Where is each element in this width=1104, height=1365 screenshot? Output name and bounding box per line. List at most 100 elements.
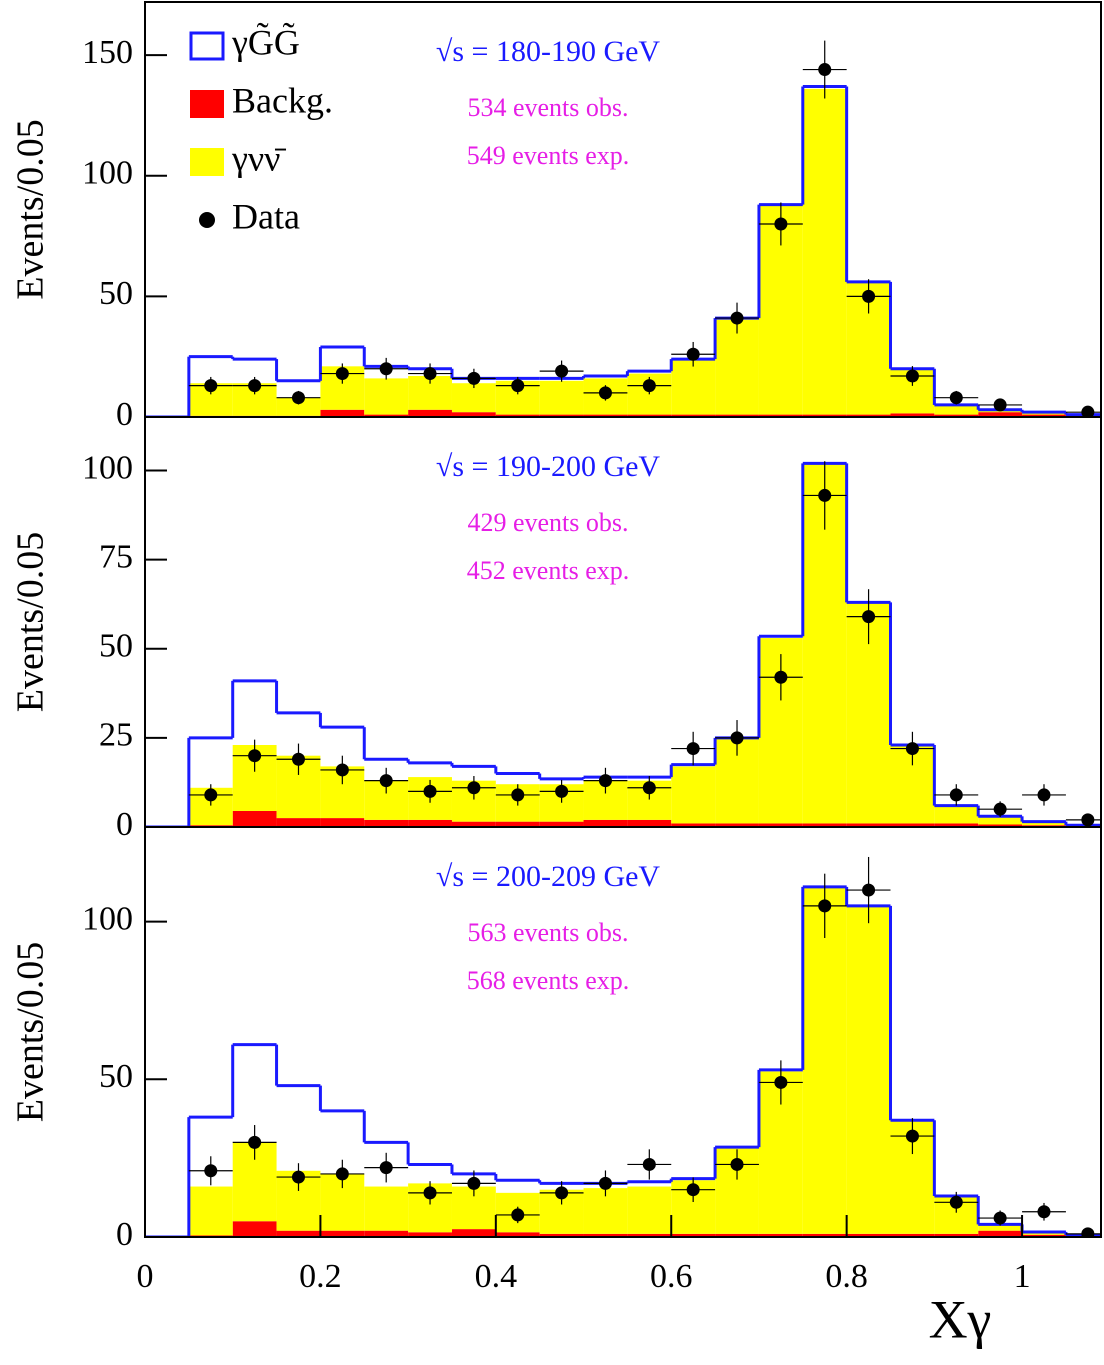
hist-bar [364,1230,409,1237]
data-point [248,379,262,393]
hist-bar [978,816,1023,825]
annotation: 534 events obs. [467,93,628,122]
hist-bar [583,819,628,827]
hist-bar [451,412,496,417]
hist-bar [627,819,672,827]
hist-bar [846,414,891,417]
hist-bar [408,819,452,827]
data-point [379,362,393,376]
annotation: 429 events obs. [467,508,628,537]
hist-bar [627,1233,672,1237]
hist-bar [934,404,979,415]
legend-label: Data [232,196,300,236]
hist-bar [758,1233,803,1237]
data-point [204,1164,218,1178]
x-tick-label: 1 [1014,1258,1031,1295]
plot-area [145,40,1101,417]
data-point [862,883,876,897]
data-point [423,1186,437,1200]
data-point [774,670,788,684]
hist-bar [846,1233,891,1237]
data-point [1081,1227,1095,1237]
data-point [467,781,481,795]
data-point [248,1135,262,1149]
y-tick-label: 100 [82,155,133,192]
x-axis-label: Xγ [929,1289,992,1349]
hist-bar [802,823,847,827]
hist-bar [978,824,1023,827]
y-tick-label: 0 [116,396,133,433]
hist-bar [320,1230,365,1237]
data-point [774,1075,788,1089]
data-point [335,1167,349,1181]
y-tick-label: 25 [99,717,133,754]
data-point [335,367,349,381]
hist-bar [276,1230,321,1237]
data-point [686,347,700,361]
hist-bar [539,821,584,827]
hist-bar [364,819,409,827]
data-point [993,1211,1007,1225]
hist-bar [276,397,321,416]
y-axis-label: Events/0.05 [10,532,52,712]
hist-bar [758,823,803,827]
data-point [686,742,700,756]
hist-bar [627,414,672,417]
y-axis-label: Events/0.05 [10,119,52,299]
hist-bar [671,1233,716,1237]
data-point [423,367,437,381]
data-point [511,1208,525,1222]
hist-bar [364,414,409,417]
hist-bar [715,1233,759,1237]
data-point [1037,1205,1051,1219]
legend-label: Backg. [232,80,333,120]
hist-bar [934,823,979,827]
data-point [204,788,218,802]
hist-bar [934,805,979,824]
data-point [730,1157,744,1171]
annotation: 568 events exp. [467,966,629,995]
hist-bar [320,409,365,417]
data-point [642,781,656,795]
hist-bar [758,414,803,417]
hist-bar [495,414,540,417]
data-point [949,1195,963,1209]
y-tick-label: 100 [82,900,133,937]
data-point [1037,788,1051,802]
x-tick-label: 0 [137,1258,154,1295]
annotation: 452 events exp. [467,556,629,585]
hist-bar [539,380,584,415]
annotation: 549 events exp. [467,141,629,170]
annotation: √s = 190-200 GeV [436,450,661,483]
data-point [818,899,832,913]
data-point [555,364,569,378]
plot-area [145,461,1101,827]
hist-bar [802,88,847,415]
data-point [949,788,963,802]
hist-bar [802,414,847,417]
hist-bar [408,1232,452,1237]
data-point [905,742,919,756]
data-point [511,788,525,802]
legend-swatch [190,148,224,176]
y-axis-label: Events/0.05 [10,942,52,1122]
hist-bar [627,1186,672,1234]
hist-bar [846,905,891,1234]
plot-area [145,856,1101,1237]
hist-bar [890,413,935,417]
y-tick-label: 0 [116,1216,133,1253]
data-point [511,379,525,393]
y-tick-label: 50 [99,275,133,312]
hist-bar [276,818,321,827]
data-point [598,1176,612,1190]
data-point [730,311,744,325]
hist-bar [802,886,847,1234]
y-tick-label: 0 [116,806,133,843]
hist-bar [802,1233,847,1237]
hist-bar [232,1221,277,1237]
legend-label: γG̃G̃ [231,22,300,62]
hist-bar [364,1186,409,1231]
data-point [905,1129,919,1143]
